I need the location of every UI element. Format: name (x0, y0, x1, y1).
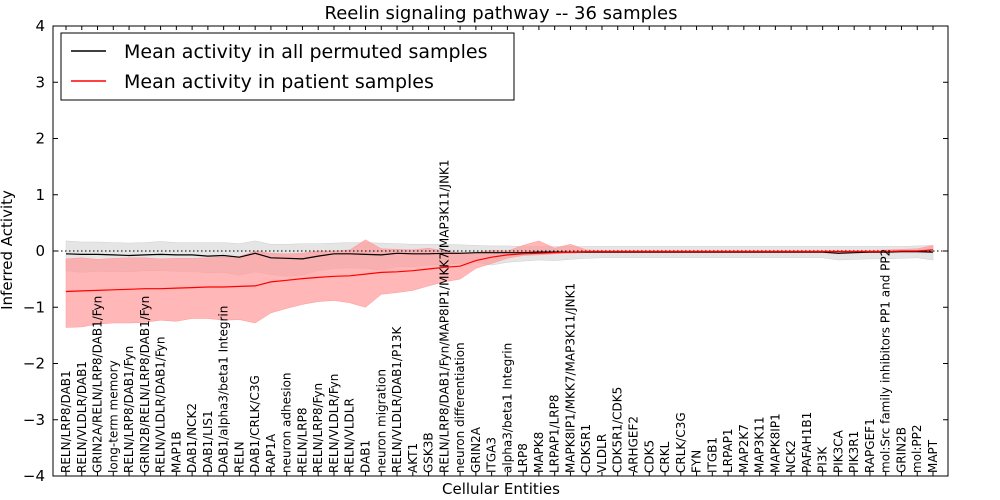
category-label: MAPK8IP1 (768, 413, 782, 473)
category-label: PIK3R1 (847, 431, 861, 473)
category-label: RELN/LRP8/Fyn (311, 383, 325, 473)
category-label: LRP8 (516, 443, 530, 473)
category-label: MAP1B (169, 431, 183, 473)
category-label: DAB1/alpha3/beta1 Integrin (217, 306, 231, 473)
category-label: CDK5R1 (579, 424, 593, 473)
series-line-patient (65, 249, 934, 293)
category-label: RELN/VLDLR/DAB1 (75, 361, 89, 473)
category-label: ARHGEF2 (627, 416, 641, 473)
x-axis-title: Cellular Entities (442, 480, 560, 498)
y-tick-label: −3 (23, 411, 45, 429)
category-label: neuron migration (374, 369, 388, 473)
category-label: ITGA3 (485, 437, 499, 473)
legend-box (60, 32, 515, 101)
category-label: GRIN2A (469, 426, 483, 473)
y-axis-title: Inferred Activity (0, 190, 16, 310)
category-label: CDK5 (642, 440, 656, 473)
legend-label-patient: Mean activity in patient samples (124, 71, 434, 93)
category-label: RELN/LRP8/DAB1/Fyn (122, 346, 136, 473)
category-label: mol:Src family inhibitors PP1 and PP2 (879, 249, 893, 473)
category-label: LRPAP1 (721, 428, 735, 473)
y-tick-label: 4 (35, 17, 45, 35)
category-label: MAP2K7 (737, 424, 751, 473)
y-tick-label: −4 (23, 467, 45, 485)
category-label: RELN/LRP8/DAB1 (59, 370, 73, 473)
category-label: GRIN2B (895, 427, 909, 473)
category-label: PI3K (816, 446, 830, 473)
category-label: MAP3K11 (753, 416, 767, 473)
plot-frame (52, 25, 949, 477)
category-label: DAB1 (359, 440, 373, 473)
category-label: MAPK8 (532, 432, 546, 473)
category-label: FYN (690, 450, 704, 473)
category-label: RELN/VLDLR/DAB1/Fyn (154, 337, 168, 473)
category-label: RAPGEF1 (863, 418, 877, 473)
category-label: RELN/VLDLR/Fyn (327, 374, 341, 473)
category-label: NCK2 (784, 440, 798, 473)
category-label: neuron differentiation (453, 342, 467, 473)
y-tick-label: 3 (35, 73, 45, 91)
y-tick-label: 0 (35, 242, 45, 260)
category-label: MAPT (926, 439, 940, 473)
series-lines (65, 249, 934, 293)
chart-title: Reelin signaling pathway -- 36 samples (325, 3, 678, 24)
confidence-bands (65, 239, 934, 328)
y-tick-label: −1 (23, 298, 45, 316)
category-label: CRLK/C3G (674, 412, 688, 473)
category-label: RELN (232, 441, 246, 473)
category-label: RAP1A (264, 433, 278, 473)
category-label: LRPAP1/LRP8 (548, 394, 562, 473)
category-label: CRKL (658, 441, 672, 473)
category-label: GSK3B (422, 432, 436, 473)
category-label: neuron adhesion (280, 372, 294, 473)
category-label: PAFAH1B1 (800, 412, 814, 473)
category-label: RELN/VLDLR/DAB1/P13K (390, 326, 404, 473)
legend-label-permuted: Mean activity in all permuted samples (124, 41, 487, 63)
y-tick-label: 2 (35, 130, 45, 148)
category-label: RELN/LRP8/DAB1/Fyn/MAP8IP1/MKK7/MAP3K11/… (437, 159, 451, 473)
category-label: mol:PP2 (910, 424, 924, 473)
category-label: RELN/VLDLR (343, 398, 357, 473)
category-label: alpha3/beta1 Integrin (500, 343, 514, 473)
y-axis-ticks: 4 3 2 1 0 −1 −2 −3 −4 (23, 17, 948, 485)
category-label: PIK3CA (831, 429, 845, 473)
category-label: DAB1/NCK2 (185, 403, 199, 473)
legend: Mean activity in all permuted samples Me… (60, 32, 515, 101)
category-label: long-term memory (106, 360, 120, 473)
y-tick-label: 1 (35, 186, 45, 204)
category-label: GRIN2B/RELN/LRP8/DAB1/Fyn (138, 296, 152, 473)
category-label: VLDLR (595, 434, 609, 473)
category-labels: RELN/LRP8/DAB1 RELN/VLDLR/DAB1 GRIN2A/RELN… (59, 26, 940, 476)
category-label: AKT1 (406, 443, 420, 473)
category-label: DAB1/LIS1 (201, 410, 215, 473)
category-label: ITGB1 (705, 437, 719, 473)
category-label: DAB1/CRLK/C3G (248, 375, 262, 473)
category-label: MAPK8IP1/MKK7/MAP3K11/JNK1 (563, 283, 577, 473)
y-tick-label: −2 (23, 355, 45, 373)
category-label: CDK5R1/CDK5 (611, 387, 625, 473)
category-label: GRIN2A/RELN/LRP8/DAB1/Fyn (91, 296, 105, 473)
category-label: RELN/LRP8 (296, 407, 310, 473)
